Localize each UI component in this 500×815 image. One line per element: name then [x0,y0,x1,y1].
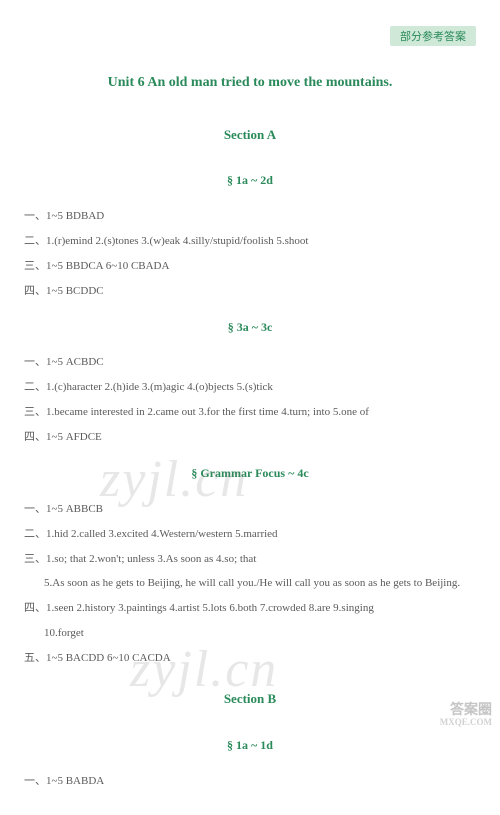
header-tag: 部分参考答案 [390,26,476,46]
answer-line: 三、1.became interested in 2.came out 3.fo… [24,402,476,423]
answer-line: 一、1~5 ACBDC [24,352,476,373]
sub-grammar: § Grammar Focus ~ 4c [24,462,476,485]
corner-brand: 答案圈 MXQE.COM [440,703,492,728]
answer-line: 二、1.(c)haracter 2.(h)ide 3.(m)agic 4.(o)… [24,377,476,398]
section-a-title: Section A [24,123,476,148]
corner-title: 答案圈 [450,703,492,718]
corner-url: MXQE.COM [440,718,492,728]
section-b-title: Section B [24,687,476,712]
answer-line: 一、1~5 BDBAD [24,206,476,227]
answer-line: 四、1~5 AFDCE [24,427,476,448]
answer-line: 四、1.seen 2.history 3.paintings 4.artist … [24,598,476,619]
answer-line: 四、1~5 BCDDC [24,281,476,302]
unit-title: Unit 6 An old man tried to move the moun… [24,70,476,97]
sub-3a-3c: § 3a ~ 3c [24,316,476,339]
answer-line: 5.As soon as he gets to Beijing, he will… [24,573,476,594]
answer-line: 10.forget [24,623,476,644]
answer-line: 二、1.(r)emind 2.(s)tones 3.(w)eak 4.silly… [24,231,476,252]
sub-1a-2d: § 1a ~ 2d [24,169,476,192]
answer-line: 五、1~5 BACDD 6~10 CACDA [24,648,476,669]
answer-line: 二、1.hid 2.called 3.excited 4.Western/wes… [24,524,476,545]
page-content: Unit 6 An old man tried to move the moun… [0,0,500,815]
answer-line: 一、1~5 ABBCB [24,499,476,520]
sub-1a-1d: § 1a ~ 1d [24,734,476,757]
answer-line: 三、1.so; that 2.won't; unless 3.As soon a… [24,549,476,570]
answer-line: 一、1~5 BABDA [24,771,476,792]
answer-line: 三、1~5 BBDCA 6~10 CBADA [24,256,476,277]
